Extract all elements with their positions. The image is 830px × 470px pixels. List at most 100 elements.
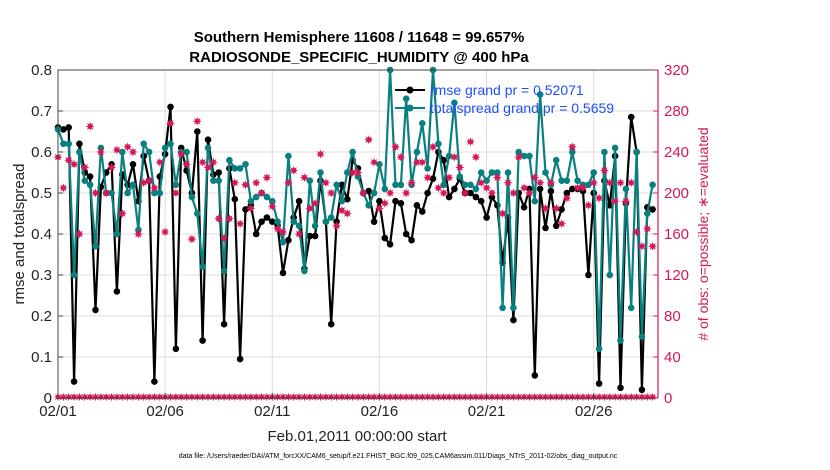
y-right-tick-label: 80 [664, 308, 681, 325]
rmse-point [306, 232, 314, 240]
obs-possible-point [380, 198, 390, 208]
totalspread-point [376, 161, 383, 168]
axes: 0 0.1 0.2 0.3 0.4 0.5 0.6 0.7 0.8 0 40 80 120 160 200 2… [31, 62, 689, 420]
totalspread-point [365, 202, 373, 209]
rmse-point [76, 140, 83, 148]
x-tick-label: 02/11 [254, 403, 290, 420]
rmse-point [547, 187, 555, 195]
obs-evaluated-point [187, 392, 197, 402]
totalspread-point [627, 304, 635, 312]
obs-possible-point [567, 142, 577, 152]
rmse-point [477, 197, 485, 205]
obs-possible-point [487, 188, 497, 198]
obs-possible-point [208, 157, 218, 167]
obs-evaluated-point [632, 392, 641, 402]
obs-possible-point [321, 178, 331, 188]
obs-possible-point [144, 176, 154, 186]
obs-possible-point [176, 149, 186, 159]
obs-possible-point [299, 173, 309, 183]
rmse-point [386, 241, 394, 248]
obs-evaluated-point [230, 392, 239, 402]
totalspread-point [220, 267, 228, 275]
obs-evaluated-point [407, 392, 416, 402]
rmse-point [258, 218, 265, 225]
rmse-point [376, 197, 383, 205]
footer-data-file: data file: /Users/raeder/DAI/ATM_forcXX/… [179, 453, 618, 460]
totalspread-point [483, 177, 490, 184]
totalspread-point [477, 169, 485, 176]
obs-evaluated-point [359, 392, 368, 402]
y-axis-right-label: # of obs: o=possible; ∗=evaluated [695, 127, 711, 340]
obs-evaluated-point [509, 392, 518, 402]
y-right-tick-label: 0 [664, 390, 672, 407]
obs-possible-point [278, 227, 288, 237]
totalspread-point [333, 181, 340, 189]
totalspread-point [451, 99, 458, 107]
obs-evaluated-point [96, 392, 106, 402]
rmse-point [65, 124, 72, 131]
obs-evaluated-point [525, 392, 534, 402]
obs-evaluated-point [546, 392, 556, 402]
obs-possible-point [455, 162, 465, 172]
totalspread-point [236, 165, 244, 172]
obs-evaluated-point [198, 392, 207, 402]
totalspread-point [311, 222, 319, 230]
rmse-point [295, 197, 303, 205]
obs-possible-point [166, 118, 175, 128]
obs-possible-point [610, 196, 620, 206]
rmse-point [472, 193, 480, 201]
obs-evaluated-point [262, 392, 272, 402]
obs-evaluated-point [278, 392, 288, 402]
obs-possible-point [374, 203, 384, 213]
totalspread-point [81, 177, 89, 184]
x-tick-label: 02/01 [39, 403, 77, 420]
obs-evaluated-point [444, 392, 454, 402]
legend-spread-marker [406, 104, 414, 112]
obs-possible-point [235, 219, 245, 229]
obs-evaluated-point [235, 392, 245, 402]
obs-possible-point [224, 214, 234, 224]
obs-possible-point [155, 157, 165, 167]
obs-evaluated-point [177, 392, 186, 402]
obs-possible-point [444, 173, 454, 183]
obs-possible-point [439, 188, 449, 198]
rmse-point [510, 316, 517, 324]
obs-evaluated-point [455, 392, 464, 402]
obs-possible-point [310, 198, 320, 208]
totalspread-point [392, 181, 399, 189]
obs-possible-point [391, 142, 400, 152]
x-tick-label: 02/26 [575, 403, 613, 420]
obs-possible-point [524, 188, 534, 198]
rmse-point [269, 218, 276, 225]
obs-possible-point [460, 188, 470, 198]
rmse-point [563, 189, 571, 197]
y-left-tick-label: 0.4 [31, 226, 52, 243]
totalspread-point [76, 148, 83, 156]
obs-evaluated-point [369, 392, 379, 402]
obs-possible-point [514, 152, 524, 162]
totalspread-point [504, 169, 512, 176]
totalspread-point [301, 267, 308, 275]
obs-evaluated-point [573, 392, 582, 402]
totalspread-point [119, 148, 126, 156]
obs-possible-point [101, 188, 111, 198]
obs-possible-point [401, 188, 411, 198]
obs-evaluated-point [584, 392, 593, 402]
obs-evaluated-point [327, 392, 336, 402]
totalspread-point [172, 181, 180, 189]
totalspread-point [370, 189, 378, 197]
obs-possible-point [396, 152, 406, 162]
obs-possible-point [637, 241, 647, 251]
rmse-point [215, 169, 222, 176]
obs-possible-point [589, 178, 599, 188]
obs-evaluated-point [428, 392, 438, 402]
obs-evaluated-point [648, 392, 657, 402]
totalspread-point [558, 177, 565, 184]
totalspread-point [145, 148, 153, 156]
obs-evaluated-point [380, 392, 389, 402]
obs-evaluated-point [471, 392, 481, 402]
obs-possible-point [273, 224, 283, 234]
plot-area [57, 69, 658, 399]
rmse-point [392, 197, 399, 205]
